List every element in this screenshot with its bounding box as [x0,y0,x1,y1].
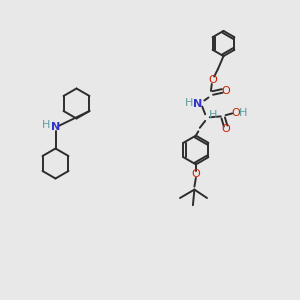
Text: N: N [51,122,60,133]
Text: O: O [191,169,200,179]
Text: H: H [185,98,194,109]
Text: H: H [239,108,247,118]
Text: O: O [221,124,230,134]
Text: O: O [221,86,230,97]
Text: N: N [193,99,202,109]
Text: O: O [231,108,240,118]
Text: H: H [209,110,218,120]
Text: H: H [42,119,50,130]
Text: O: O [208,75,217,85]
